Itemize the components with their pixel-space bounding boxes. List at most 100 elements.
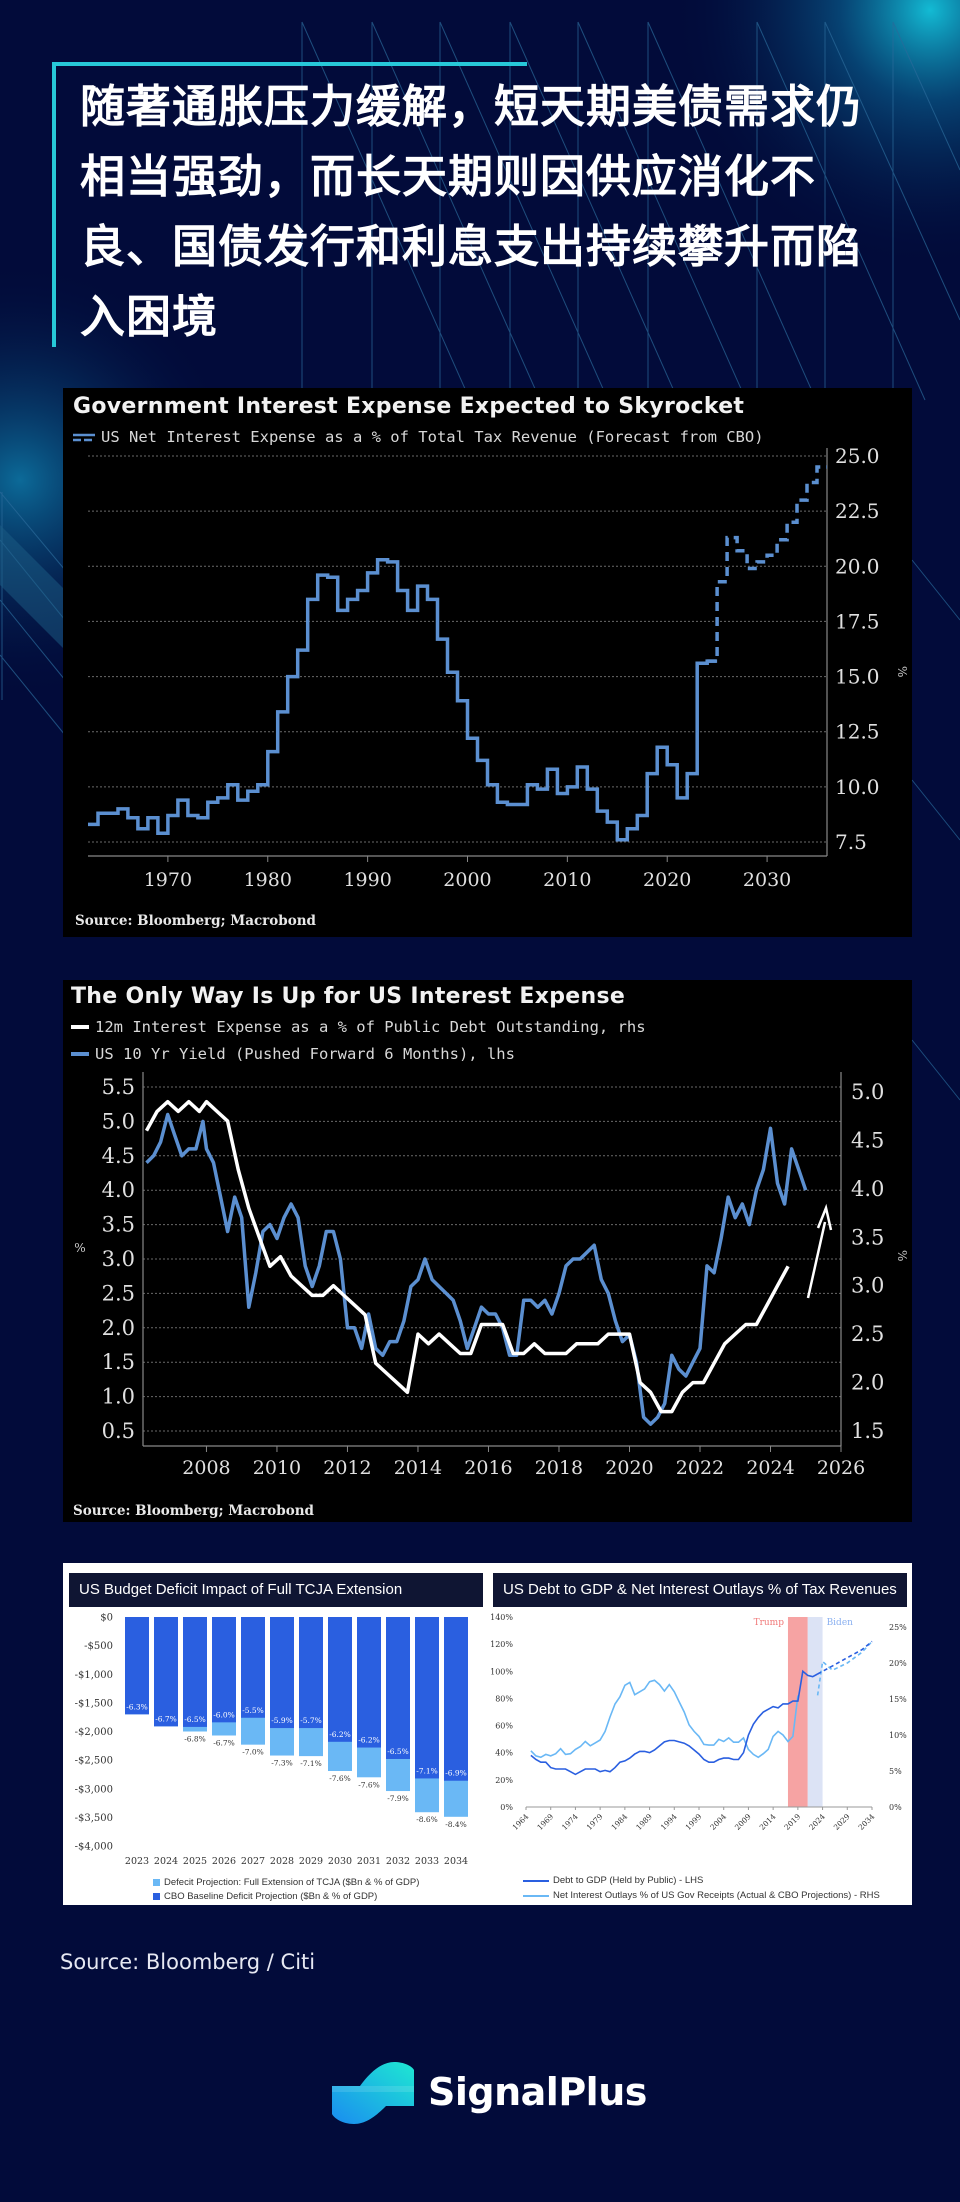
chart2-ytick-left-label: 3.0 [102,1247,135,1271]
chart3-bar-tcja-label: -7.1% [300,1759,322,1768]
chart2-xtick-label: 2008 [182,1457,230,1479]
chart1-series-actual [88,557,718,842]
chart2-source: Source: Bloomberg; Macrobond [73,1503,314,1519]
chart1-xtick-label: 1970 [144,869,192,891]
light-blue-square-icon [153,1879,160,1886]
chart1-ytick-label: 7.5 [835,830,867,854]
chart2-ytick-left-label: 4.5 [102,1144,135,1168]
chart3-ytick-label: -$4,000 [75,1842,113,1853]
chart4-ytick-left-label: 60% [495,1722,513,1731]
chart4-legend-1: Debt to GDP (Held by Public) - LHS [523,1875,703,1886]
white-line-legend-icon [71,1025,89,1029]
chart3-plot: $0 -$500 -$1,000 -$1,500 -$2,000 -$2,500 -$3,0… [75,1613,468,1868]
chart2-ytick-right-label: 3.5 [851,1225,884,1249]
chart4-xtick-label: 2009 [733,1812,753,1832]
chart3-xtick-label: 2029 [299,1856,323,1867]
chart4-ytick-right-label: 5% [889,1767,902,1776]
chart4-ytick-right-label: 0% [889,1803,902,1812]
chart3-xtick-label: 2028 [270,1856,294,1867]
chart4-band-label-biden: Biden [827,1618,854,1628]
chart3-ytick-label: -$1,500 [75,1698,113,1709]
chart1-xtick-label: 1990 [343,869,391,891]
accent-line-left [52,62,56,347]
chart4-ytick-left-label: 120% [491,1640,513,1649]
chart4-legend-label-1: Debt to GDP (Held by Public) - LHS [553,1875,704,1886]
chart2-series-interest-expense [144,1099,790,1414]
chart2-ytick-right-label: 4.5 [851,1128,884,1152]
chart3-bar-tcja-label: -8.6% [416,1815,438,1824]
chart2-ytick-right-label: 3.0 [851,1274,884,1298]
chart3-xtick-label: 2027 [241,1856,265,1867]
chart3-bar-cbo-label: -6.2% [358,1736,380,1745]
chart2-xtick-label: 2016 [464,1457,512,1479]
chart1-series-forecast [707,465,827,663]
chart2-annotation-arrow [806,1221,827,1299]
chart3-bar-cbo-label: -7.1% [416,1766,438,1775]
chart2-title: The Only Way Is Up for US Interest Expen… [71,984,626,1009]
chart3-bar-cbo [299,1617,323,1729]
chart3-xtick-label: 2032 [386,1856,410,1867]
chart4-band-label-trump: Trump [754,1618,785,1628]
chart3-xtick-label: 2023 [125,1856,149,1867]
chart1-legend: US Net Interest Expense as a % of Total … [73,428,764,446]
chart2-ytick-left-label: 2.0 [102,1316,135,1340]
chart3-bar-tcja-label: -7.9% [387,1794,409,1803]
blue-line-legend-icon [71,1052,89,1056]
chart3-xtick-label: 2024 [154,1856,178,1867]
chart3-legend-1: Defecit Projection: Full Extension of TC… [153,1877,419,1888]
chart1-xtick-label: 2000 [443,869,491,891]
chart4-legend-label-2: Net Interest Outlays % of US Gov Receipt… [553,1890,880,1901]
chart4-ytick-left-label: 0% [500,1803,513,1812]
chart2-ytick-right-label: 2.5 [851,1322,884,1346]
footer-source: Source: Bloomberg / Citi [60,1950,316,1974]
chart4-ytick-left-label: 80% [495,1694,513,1703]
chart3-bar-cbo-label: -6.2% [329,1730,351,1739]
chart4-band-trump [787,1617,808,1807]
chart3-bar-cbo [444,1617,468,1781]
chart3-xtick-label: 2030 [328,1856,352,1867]
chart2-xtick-label: 2022 [676,1457,724,1479]
chart2-ytick-left-label: 1.0 [102,1385,135,1409]
chart3-bar-cbo-label: -6.5% [387,1747,409,1756]
chart1-ytick-label: 25.0 [835,444,880,468]
chart1-legend-label: US Net Interest Expense as a % of Total … [101,428,764,446]
chart3-xtick-label: 2033 [415,1856,439,1867]
chart3-bar-cbo-label: -5.7% [300,1716,322,1725]
chart4-xtick-label: 1999 [684,1812,704,1832]
chart4-ytick-left-label: 140% [491,1613,513,1622]
chart2-ytick-left-label: 5.5 [102,1075,135,1099]
chart4-xtick-label: 1994 [659,1812,679,1832]
chart2-legend-2: US 10 Yr Yield (Pushed Forward 6 Months)… [71,1045,515,1063]
chart2-xtick-label: 2018 [535,1457,583,1479]
headline-line: 相当强劲，而长天期则因供应消化不 [80,150,817,203]
chart2-ytick-left-label: 3.5 [102,1213,135,1237]
chart3-bar-cbo [328,1617,352,1742]
headline: 随著通胀压力缓解，短天期美债需求仍 相当强劲，而长天期则因供应消化不 良、国债发… [80,72,900,352]
chart3-ytick-label: -$2,000 [75,1727,113,1738]
chart4-xtick-label: 2024 [807,1812,827,1832]
chart3-ytick-label: -$500 [84,1641,113,1652]
dark-blue-square-icon [153,1893,160,1900]
chart2-plot: 5.5 5.0 4.5 4.0 3.5 3.0 2.5 2.0 1.5 1.0 0.5 5.0 4.5 4… [74,1072,909,1479]
chart2-ytick-left-label: 2.5 [102,1281,135,1305]
chart4-series-debt-gdp-projection [817,1640,873,1675]
chart1-xtick-label: 2010 [543,869,591,891]
headline-line: 入困境 [80,290,219,343]
chart2-panel: The Only Way Is Up for US Interest Expen… [63,980,912,1522]
chart1-plot: 25.0 22.5 20.0 17.5 15.0 12.5 10.0 7.5% 1970 1980… [88,444,909,891]
chart4-series-net-interest [530,1679,799,1759]
signalplus-logo: SignalPlus [330,2060,647,2124]
chart4-xtick-label: 2034 [857,1812,877,1832]
chart3-ytick-label: $0 [100,1613,113,1624]
chart3-bar-tcja-label: -7.0% [242,1748,264,1757]
chart4-title: US Debt to GDP & Net Interest Outlays % … [493,1573,907,1607]
chart1-source: Source: Bloomberg; Macrobond [75,913,316,929]
chart1-panel: Government Interest Expense Expected to … [63,388,912,937]
chart3-ytick-label: -$3,000 [75,1784,113,1795]
chart3-bar-cbo-label: -5.5% [242,1706,264,1715]
chart3-xtick-label: 2025 [183,1856,207,1867]
signalplus-logo-icon [332,2062,414,2124]
chart3-bar-cbo-label: -6.9% [445,1769,467,1778]
chart3-bar-tcja-label: -6.8% [184,1735,206,1744]
chart3-ytick-label: -$3,500 [75,1813,113,1824]
